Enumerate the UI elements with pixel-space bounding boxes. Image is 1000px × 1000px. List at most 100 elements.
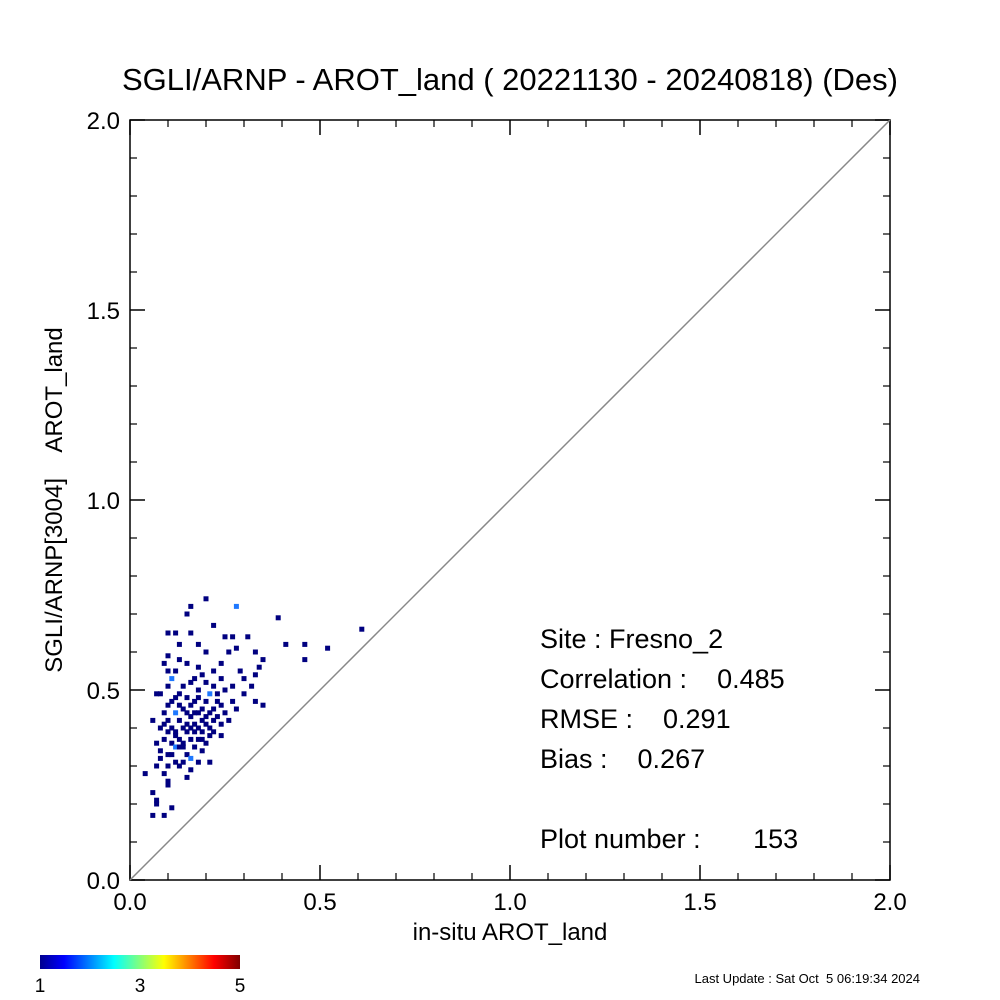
data-point xyxy=(173,710,179,716)
data-point xyxy=(195,725,201,731)
data-point xyxy=(188,603,194,609)
data-point xyxy=(169,698,175,704)
data-point xyxy=(184,721,190,727)
data-point xyxy=(184,660,190,666)
data-point xyxy=(192,721,198,727)
data-point xyxy=(211,729,217,735)
data-point xyxy=(222,634,228,640)
data-point xyxy=(199,717,205,723)
data-point xyxy=(188,725,194,731)
data-point xyxy=(184,729,190,735)
data-point xyxy=(169,752,175,758)
data-point xyxy=(237,668,243,674)
data-point xyxy=(203,698,209,704)
data-point xyxy=(249,683,255,689)
data-point xyxy=(211,717,217,723)
data-point xyxy=(157,691,163,697)
data-point xyxy=(169,805,175,811)
data-point xyxy=(218,676,224,682)
data-point xyxy=(192,710,198,716)
last-update-label: Last Update : Sat Oct 5 06:19:34 2024 xyxy=(695,971,921,986)
color-scale-max-label: 5 xyxy=(235,976,246,997)
data-point xyxy=(173,759,179,765)
data-point xyxy=(195,687,201,693)
data-point xyxy=(180,744,186,750)
data-point xyxy=(165,653,171,659)
data-point xyxy=(192,698,198,704)
data-point xyxy=(180,706,186,712)
data-point xyxy=(165,702,171,708)
data-point xyxy=(252,698,258,704)
data-point xyxy=(218,733,224,739)
data-point xyxy=(188,755,194,761)
data-point xyxy=(180,740,186,746)
data-point xyxy=(173,733,179,739)
data-point xyxy=(165,717,171,723)
data-point xyxy=(218,721,224,727)
data-point xyxy=(195,736,201,742)
data-point xyxy=(195,759,201,765)
data-point xyxy=(188,630,194,636)
data-point xyxy=(169,740,175,746)
data-point xyxy=(176,717,182,723)
data-point xyxy=(173,729,179,735)
data-point xyxy=(184,695,190,701)
data-point xyxy=(214,698,220,704)
data-point xyxy=(161,660,167,666)
data-point xyxy=(230,634,236,640)
data-point xyxy=(169,725,175,731)
data-point xyxy=(302,641,308,647)
x-tick-label: 2.0 xyxy=(873,889,906,916)
data-point xyxy=(203,596,209,602)
data-point xyxy=(199,729,205,735)
data-point xyxy=(218,660,224,666)
data-point xyxy=(161,710,167,716)
bias-label: Bias : 0.267 xyxy=(540,744,705,774)
data-point xyxy=(165,630,171,636)
y-axis-label: SGLI/ARNP[3004] AROT_land xyxy=(41,327,68,673)
data-point xyxy=(214,714,220,720)
x-tick-label: 0.5 xyxy=(303,889,336,916)
data-point xyxy=(195,664,201,670)
site-label: Site : Fresno_2 xyxy=(540,624,723,654)
color-scale-mid-label: 3 xyxy=(135,976,146,997)
data-point xyxy=(180,725,186,731)
data-point xyxy=(150,717,156,723)
data-point xyxy=(283,641,289,647)
minor-ticks xyxy=(130,120,890,880)
data-point xyxy=(252,649,258,655)
data-point xyxy=(256,664,262,670)
data-point xyxy=(230,683,236,689)
data-point xyxy=(241,676,247,682)
data-point xyxy=(154,801,160,807)
data-point xyxy=(184,710,190,716)
data-point xyxy=(184,752,190,758)
color-scale-bar xyxy=(40,955,240,969)
y-tick-label: 0.5 xyxy=(87,678,120,705)
data-point xyxy=(192,676,198,682)
x-axis-label: in-situ AROT_land xyxy=(413,919,608,946)
data-point xyxy=(165,782,171,788)
data-point xyxy=(203,714,209,720)
data-point xyxy=(180,759,186,765)
data-point xyxy=(275,615,281,621)
data-point xyxy=(165,778,171,784)
data-point xyxy=(207,725,213,731)
tick-labels: 0.0 0.5 1.0 1.5 2.0 0.0 0.5 1.0 1.5 2.0 xyxy=(87,108,907,916)
y-tick-label: 2.0 xyxy=(87,108,120,135)
data-point xyxy=(176,657,182,663)
data-point xyxy=(230,698,236,704)
data-point xyxy=(188,679,194,685)
y-tick-label: 1.0 xyxy=(87,488,120,515)
x-tick-label: 1.5 xyxy=(683,889,716,916)
data-point xyxy=(150,790,156,796)
data-point xyxy=(188,767,194,773)
data-point xyxy=(199,706,205,712)
data-point xyxy=(260,702,266,708)
data-point xyxy=(203,721,209,727)
data-point xyxy=(165,729,171,735)
data-point xyxy=(211,622,217,628)
data-point xyxy=(195,710,201,716)
chart-title: SGLI/ARNP - AROT_land ( 20221130 - 20240… xyxy=(122,62,898,97)
data-point xyxy=(214,691,220,697)
